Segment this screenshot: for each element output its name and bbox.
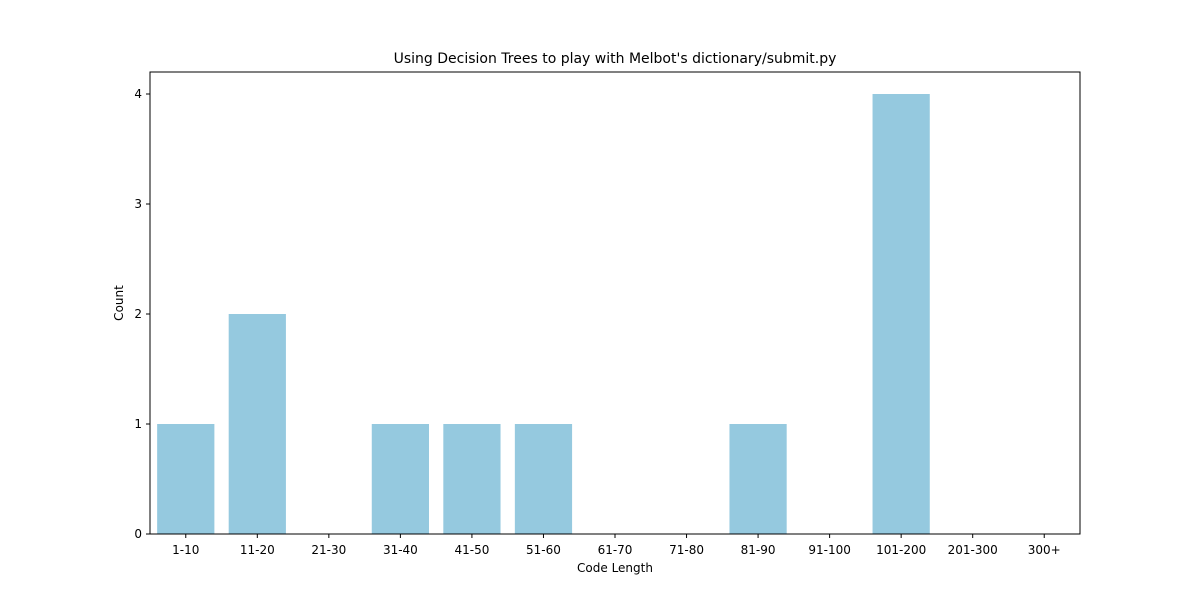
bar-41-50: [443, 424, 501, 534]
bar-81-90: [729, 424, 787, 534]
x-tick-label: 11-20: [240, 543, 275, 557]
y-axis-label: Count: [112, 285, 126, 321]
x-tick-label: 21-30: [311, 543, 346, 557]
x-tick-label: 71-80: [669, 543, 704, 557]
x-tick-label: 1-10: [172, 543, 199, 557]
x-axis-label: Code Length: [577, 561, 653, 575]
bar-1-10: [157, 424, 215, 534]
x-tick-label: 201-300: [948, 543, 998, 557]
y-tick-label: 3: [134, 197, 142, 211]
bar-101-200: [872, 94, 930, 534]
bar-11-20: [228, 314, 286, 534]
x-tick-label: 51-60: [526, 543, 561, 557]
y-tick-label: 0: [134, 527, 142, 541]
y-tick-label: 2: [134, 307, 142, 321]
x-tick-label: 300+: [1028, 543, 1061, 557]
x-tick-label: 101-200: [876, 543, 926, 557]
x-tick-label: 91-100: [808, 543, 851, 557]
bar-51-60: [514, 424, 573, 534]
x-tick-label: 31-40: [383, 543, 418, 557]
x-tick-label: 41-50: [454, 543, 489, 557]
bar-31-40: [371, 424, 429, 534]
ticks-layer: 1-10 11-20 21-30 31-40 41-50 51-60 61-70 71-80 8…: [134, 87, 1060, 557]
y-tick-label: 4: [134, 87, 142, 101]
plot-frame: [149, 71, 1081, 535]
x-tick-label: 81-90: [741, 543, 776, 557]
chart-title: Using Decision Trees to play with Melbot…: [394, 51, 837, 67]
y-tick-label: 1: [134, 417, 142, 431]
x-tick-label: 61-70: [598, 543, 633, 557]
bars-layer: [157, 94, 930, 534]
